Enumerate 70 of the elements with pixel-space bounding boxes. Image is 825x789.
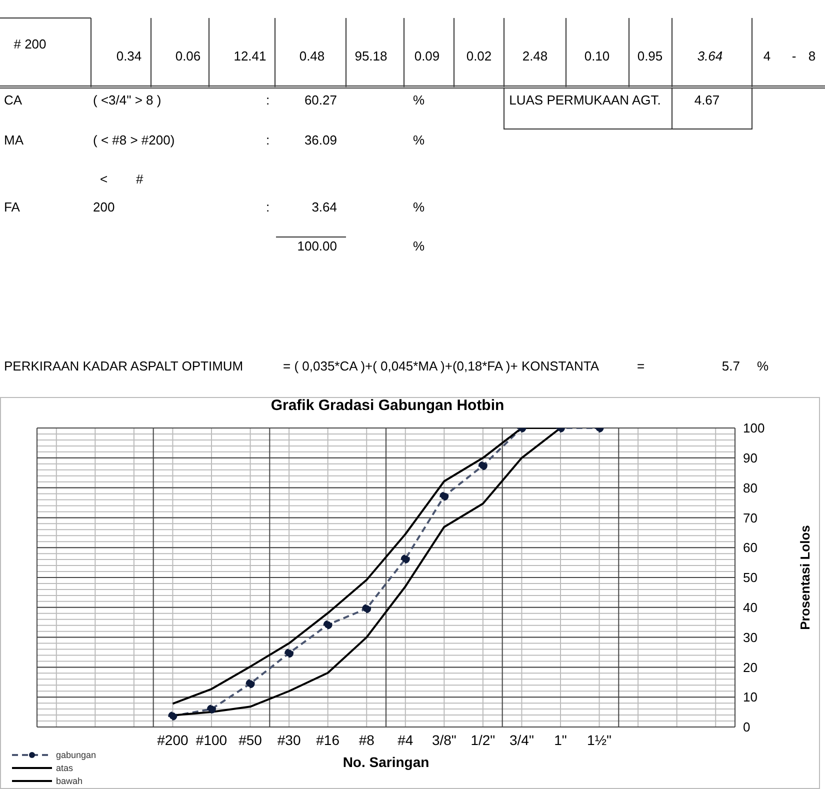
y-axis-title: Prosentasi Lolos — [798, 525, 813, 630]
legend-label: bawah — [56, 776, 83, 786]
x-tick-label: #100 — [196, 732, 228, 748]
chart-title: Grafik Gradasi Gabungan Hotbin — [270, 397, 506, 414]
x-tick-label: #8 — [358, 732, 375, 748]
y-tick-label: 30 — [743, 630, 758, 645]
x-tick-label: #30 — [277, 732, 301, 748]
x-tick-label: 1/2" — [470, 732, 496, 748]
text: FA — [4, 200, 20, 214]
y-tick-label: 60 — [743, 540, 758, 556]
y-tick-label: 20 — [743, 660, 758, 675]
y-tick-label: 70 — [743, 510, 758, 526]
text: = — [637, 358, 645, 374]
x-tick-label: 3/8" — [432, 732, 456, 748]
text: 100.00 — [297, 238, 337, 254]
text: : — [266, 132, 270, 148]
text: = ( 0,035*CA )+( 0,045*MA )+(0,18*FA )+ KONSTANTA — [283, 358, 599, 374]
text: % — [413, 238, 425, 254]
text: PERKIRAAN KADAR ASPALT OPTIMUM — [4, 358, 244, 374]
text: CA — [4, 92, 22, 108]
x-tick-label: 1" — [554, 732, 567, 748]
text: 2.48 — [522, 48, 548, 64]
text: 60.27 — [304, 92, 337, 108]
text: 0.34 — [116, 48, 142, 64]
y-tick-label: 10 — [743, 690, 758, 705]
x-tick-label: #50 — [238, 732, 262, 748]
legend-label: gabungan — [56, 750, 96, 760]
x-tick-label: #4 — [398, 732, 414, 748]
text: LUAS PERMUKAAN AGT. — [509, 92, 661, 108]
x-tick-label: 1½" — [587, 732, 612, 748]
text: 12.41 — [234, 48, 266, 64]
text: # — [136, 172, 144, 186]
legend-label: atas — [56, 762, 74, 772]
text: MA — [4, 132, 24, 148]
text: 0.95 — [637, 48, 663, 64]
x-tick-label: #200 — [157, 732, 189, 748]
text: % — [757, 358, 769, 374]
text: 0.06 — [175, 48, 201, 64]
text: 0.09 — [414, 48, 440, 64]
y-tick-label: 0 — [743, 720, 750, 735]
text: 4.67 — [694, 92, 720, 108]
text: 5.7 — [722, 358, 740, 374]
text: % — [413, 132, 425, 148]
text: : — [266, 92, 270, 108]
y-tick-label: 40 — [743, 600, 758, 616]
text: 8 — [808, 48, 816, 64]
text: 95.18 — [354, 48, 388, 64]
text: % — [413, 200, 425, 214]
text: - — [792, 48, 796, 64]
text: 0.10 — [584, 48, 610, 64]
y-tick-label: 80 — [743, 480, 758, 496]
text: < — [100, 172, 108, 186]
x-tick-label: 3/4" — [510, 732, 534, 748]
text: % — [413, 92, 425, 108]
x-axis-title: No. Saringan — [342, 754, 430, 770]
text: 3.64 — [312, 200, 337, 214]
text: : — [266, 200, 270, 214]
y-tick-label: 90 — [743, 450, 758, 466]
text: # 200 — [14, 36, 46, 52]
y-tick-label: 50 — [743, 570, 758, 586]
y-tick-label: 100 — [743, 420, 765, 436]
text: 200 — [93, 200, 115, 214]
text: 0.02 — [466, 48, 492, 64]
x-tick-label: #16 — [316, 732, 340, 748]
text: ( < #8 > #200) — [93, 132, 175, 148]
text: 36.09 — [304, 132, 337, 148]
text: 3.64 — [697, 48, 723, 64]
text: 0.48 — [299, 48, 325, 64]
text: 4 — [763, 48, 771, 64]
text: ( <3/4" > 8 ) — [93, 92, 162, 108]
